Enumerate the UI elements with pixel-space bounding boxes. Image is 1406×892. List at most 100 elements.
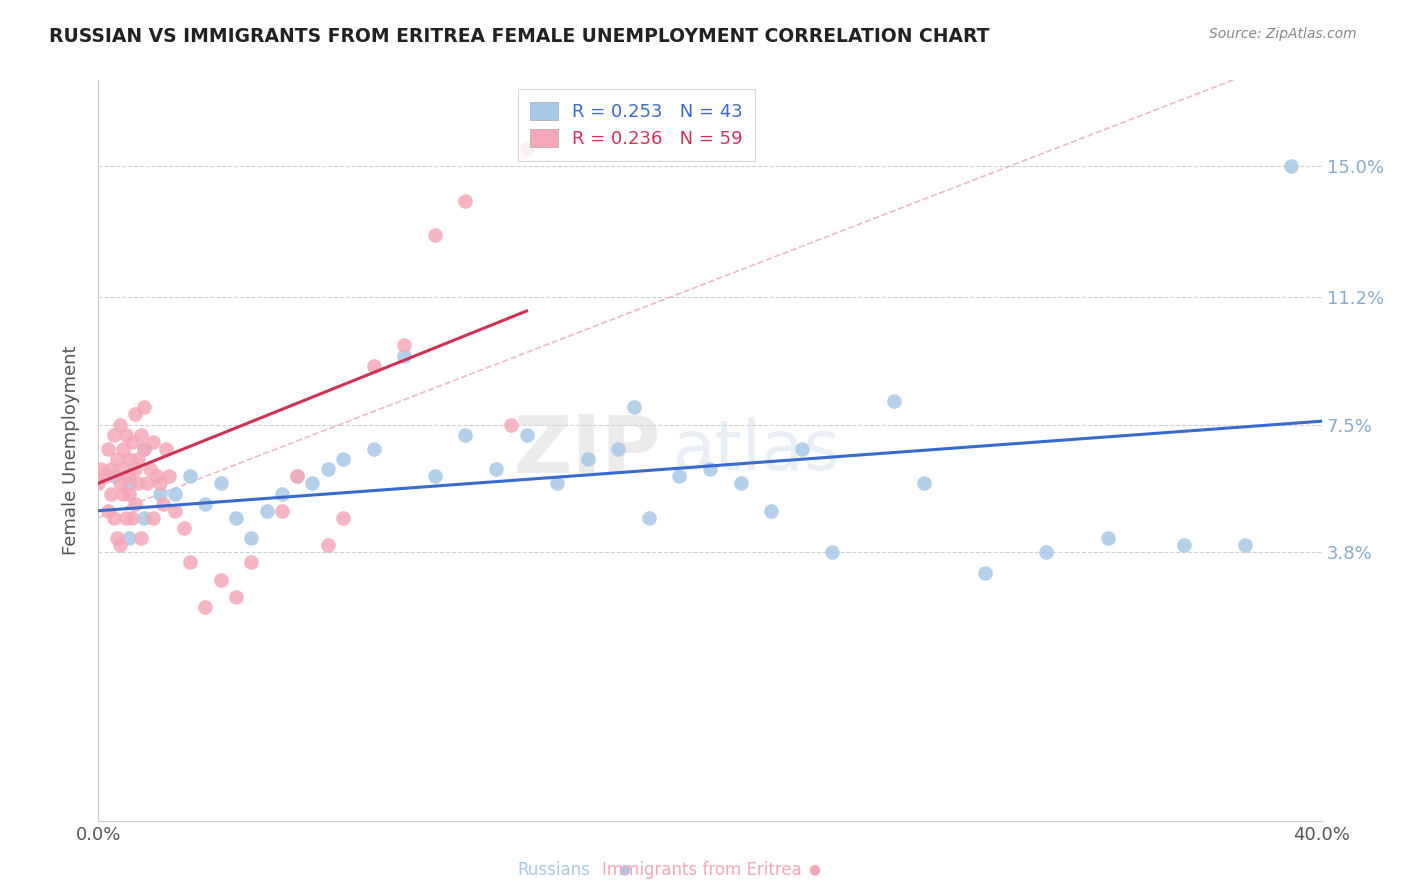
Point <box>576 452 599 467</box>
Point <box>423 469 446 483</box>
Point <box>124 407 146 421</box>
Point <box>516 142 538 156</box>
Point <box>100 462 122 476</box>
Point <box>316 462 339 476</box>
Point <box>332 452 354 467</box>
Point <box>103 510 125 524</box>
Point <box>392 338 416 352</box>
Point <box>1097 531 1119 545</box>
Point <box>1035 545 1057 559</box>
Text: ●: ● <box>808 863 821 877</box>
Point <box>637 510 661 524</box>
Point <box>149 486 172 500</box>
Point <box>501 417 523 432</box>
Point <box>124 462 146 476</box>
Point <box>103 469 125 483</box>
Point <box>142 510 165 524</box>
Point <box>285 469 308 483</box>
Text: Russians: Russians <box>517 861 591 879</box>
Point <box>87 476 110 491</box>
Point <box>93 469 115 483</box>
Point <box>423 228 446 243</box>
Point <box>1234 538 1257 552</box>
Point <box>97 442 120 456</box>
Point <box>111 486 134 500</box>
Point <box>134 510 156 524</box>
Point <box>155 442 177 456</box>
Point <box>142 434 165 449</box>
Y-axis label: Female Unemployment: Female Unemployment <box>62 346 80 555</box>
Point <box>118 476 141 491</box>
Point <box>209 573 232 587</box>
Point <box>100 486 122 500</box>
Point <box>134 442 156 456</box>
Point <box>301 476 323 491</box>
Point <box>121 434 143 449</box>
Point <box>111 442 134 456</box>
Point <box>105 452 128 467</box>
Point <box>730 476 752 491</box>
Point <box>103 428 125 442</box>
Point <box>134 401 156 415</box>
Point <box>163 504 186 518</box>
Point <box>454 194 477 208</box>
Point <box>1279 160 1302 174</box>
Text: ZIP: ZIP <box>513 411 661 490</box>
Point <box>108 476 131 491</box>
Point <box>179 555 201 569</box>
Point <box>225 590 247 604</box>
Point <box>105 531 128 545</box>
Point <box>118 469 141 483</box>
Point <box>607 442 630 456</box>
Point <box>129 428 152 442</box>
Point <box>121 510 143 524</box>
Point <box>1173 538 1195 552</box>
Point <box>285 469 308 483</box>
Point <box>127 452 149 467</box>
Point <box>90 462 112 476</box>
Text: atlas: atlas <box>673 417 841 484</box>
Legend: R = 0.253   N = 43, R = 0.236   N = 59: R = 0.253 N = 43, R = 0.236 N = 59 <box>517 89 755 161</box>
Point <box>623 401 645 415</box>
Point <box>194 600 217 615</box>
Point <box>124 497 146 511</box>
Point <box>115 428 138 442</box>
Point <box>256 504 278 518</box>
Point <box>118 452 141 467</box>
Point <box>118 531 141 545</box>
Point <box>134 442 156 456</box>
Point <box>194 497 217 511</box>
Point <box>759 504 782 518</box>
Point <box>316 538 339 552</box>
Point <box>516 428 538 442</box>
Point <box>145 469 167 483</box>
Point <box>974 566 997 580</box>
Point <box>139 462 162 476</box>
Point <box>392 349 416 363</box>
Point <box>270 486 292 500</box>
Point <box>363 359 385 373</box>
Point <box>270 504 292 518</box>
Point <box>668 469 690 483</box>
Point <box>225 510 247 524</box>
Point <box>332 510 354 524</box>
Point <box>454 428 477 442</box>
Point <box>179 469 201 483</box>
Point <box>129 531 152 545</box>
Text: Source: ZipAtlas.com: Source: ZipAtlas.com <box>1209 27 1357 41</box>
Text: ●: ● <box>619 863 631 877</box>
Point <box>485 462 508 476</box>
Point <box>546 476 568 491</box>
Text: Immigrants from Eritrea: Immigrants from Eritrea <box>602 861 801 879</box>
Point <box>136 476 159 491</box>
Point <box>127 476 149 491</box>
Point <box>118 486 141 500</box>
Point <box>149 476 172 491</box>
Point <box>115 510 138 524</box>
Point <box>152 497 174 511</box>
Point <box>108 538 131 552</box>
Point <box>157 469 180 483</box>
Point <box>97 504 120 518</box>
Point <box>240 555 263 569</box>
Point <box>163 486 186 500</box>
